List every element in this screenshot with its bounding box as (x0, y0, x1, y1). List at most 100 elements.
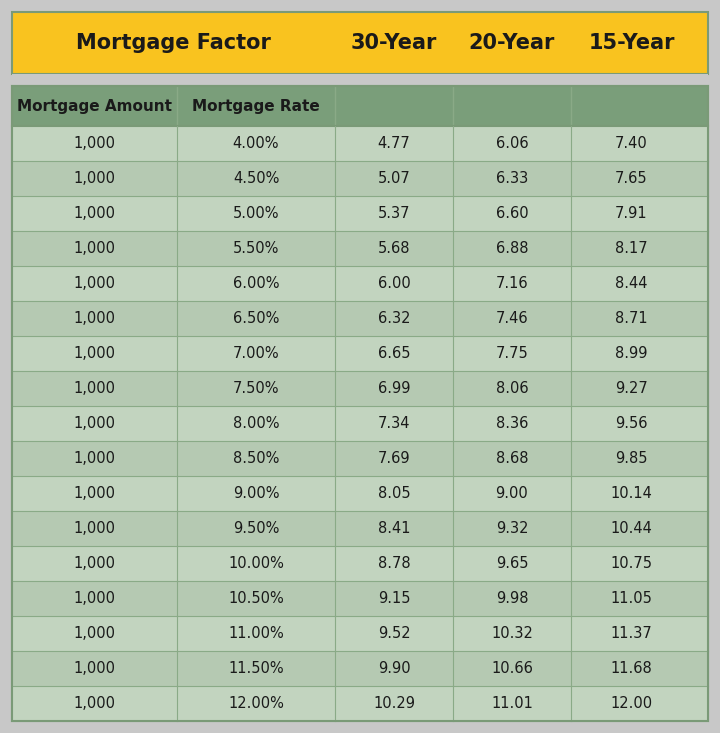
Text: 6.88: 6.88 (496, 241, 528, 256)
Text: 15-Year: 15-Year (588, 33, 675, 53)
Text: 10.29: 10.29 (373, 696, 415, 711)
Text: 11.50%: 11.50% (228, 661, 284, 676)
Bar (12, 476, 708, 511)
Bar (12, 406, 708, 441)
Bar (12, 126, 708, 161)
Text: 7.75: 7.75 (495, 346, 528, 361)
Text: 8.06: 8.06 (495, 381, 528, 396)
Text: 10.44: 10.44 (611, 521, 652, 536)
Text: 4.00%: 4.00% (233, 136, 279, 151)
Text: 9.00: 9.00 (495, 486, 528, 501)
Text: 1,000: 1,000 (73, 171, 115, 186)
Text: 8.78: 8.78 (378, 556, 410, 571)
Text: 9.90: 9.90 (378, 661, 410, 676)
Bar (12, 441, 708, 476)
Bar (12, 231, 708, 266)
Text: 6.00%: 6.00% (233, 276, 279, 291)
Text: 4.77: 4.77 (377, 136, 410, 151)
Text: 4.50%: 4.50% (233, 171, 279, 186)
Bar (12, 266, 708, 301)
Text: 10.32: 10.32 (491, 626, 533, 641)
Text: 1,000: 1,000 (73, 311, 115, 326)
Text: 20-Year: 20-Year (469, 33, 555, 53)
Bar (12, 86, 708, 126)
Text: 11.37: 11.37 (611, 626, 652, 641)
Text: 9.98: 9.98 (496, 591, 528, 606)
Text: 8.44: 8.44 (616, 276, 648, 291)
Text: 5.07: 5.07 (377, 171, 410, 186)
Text: 1,000: 1,000 (73, 416, 115, 431)
Text: 8.71: 8.71 (615, 311, 648, 326)
Bar (12, 371, 708, 406)
Text: 6.32: 6.32 (378, 311, 410, 326)
Text: 1,000: 1,000 (73, 346, 115, 361)
Text: 1,000: 1,000 (73, 136, 115, 151)
Text: 1,000: 1,000 (73, 381, 115, 396)
Text: 8.05: 8.05 (378, 486, 410, 501)
Text: 7.91: 7.91 (615, 206, 648, 221)
Bar (12, 581, 708, 616)
Text: 9.32: 9.32 (496, 521, 528, 536)
Text: 6.60: 6.60 (495, 206, 528, 221)
Text: 5.50%: 5.50% (233, 241, 279, 256)
Text: 5.68: 5.68 (378, 241, 410, 256)
Text: Mortgage Amount: Mortgage Amount (17, 98, 172, 114)
Text: 8.68: 8.68 (496, 451, 528, 466)
Text: 6.65: 6.65 (378, 346, 410, 361)
Text: 1,000: 1,000 (73, 591, 115, 606)
Text: 8.36: 8.36 (496, 416, 528, 431)
Text: 6.00: 6.00 (377, 276, 410, 291)
Text: 10.75: 10.75 (611, 556, 652, 571)
Text: 8.17: 8.17 (615, 241, 648, 256)
Text: 8.50%: 8.50% (233, 451, 279, 466)
Text: 6.33: 6.33 (496, 171, 528, 186)
Text: 1,000: 1,000 (73, 276, 115, 291)
Text: 11.05: 11.05 (611, 591, 652, 606)
Text: Mortgage Rate: Mortgage Rate (192, 98, 320, 114)
Text: 1,000: 1,000 (73, 451, 115, 466)
Bar (12, 616, 708, 651)
Text: 8.00%: 8.00% (233, 416, 279, 431)
Text: 1,000: 1,000 (73, 486, 115, 501)
Text: 10.50%: 10.50% (228, 591, 284, 606)
Text: 7.40: 7.40 (615, 136, 648, 151)
Text: 7.00%: 7.00% (233, 346, 279, 361)
Bar (12, 74, 708, 86)
Text: 1,000: 1,000 (73, 626, 115, 641)
Bar (12, 86, 708, 721)
Text: 7.16: 7.16 (495, 276, 528, 291)
Text: 6.99: 6.99 (378, 381, 410, 396)
Text: 30-Year: 30-Year (351, 33, 437, 53)
Text: 9.85: 9.85 (616, 451, 648, 466)
Text: 9.27: 9.27 (615, 381, 648, 396)
Bar (12, 12, 708, 74)
Bar (12, 161, 708, 196)
Text: 12.00: 12.00 (611, 696, 652, 711)
Text: 10.66: 10.66 (491, 661, 533, 676)
Text: 5.00%: 5.00% (233, 206, 279, 221)
Bar (12, 686, 708, 721)
Text: 7.69: 7.69 (378, 451, 410, 466)
Text: 1,000: 1,000 (73, 696, 115, 711)
Text: 7.34: 7.34 (378, 416, 410, 431)
Text: 6.50%: 6.50% (233, 311, 279, 326)
Text: 8.99: 8.99 (616, 346, 648, 361)
Text: 10.14: 10.14 (611, 486, 652, 501)
Text: 8.41: 8.41 (378, 521, 410, 536)
Text: 11.01: 11.01 (491, 696, 533, 711)
Text: 5.37: 5.37 (378, 206, 410, 221)
Text: 1,000: 1,000 (73, 556, 115, 571)
Text: Mortgage Factor: Mortgage Factor (76, 33, 271, 53)
Text: 7.50%: 7.50% (233, 381, 279, 396)
Text: 7.46: 7.46 (495, 311, 528, 326)
Text: 1,000: 1,000 (73, 241, 115, 256)
Text: 9.00%: 9.00% (233, 486, 279, 501)
Text: 11.68: 11.68 (611, 661, 652, 676)
Text: 6.06: 6.06 (495, 136, 528, 151)
Text: 9.65: 9.65 (496, 556, 528, 571)
Bar (12, 86, 708, 721)
Text: 10.00%: 10.00% (228, 556, 284, 571)
Text: 11.00%: 11.00% (228, 626, 284, 641)
Text: 7.65: 7.65 (615, 171, 648, 186)
Text: 1,000: 1,000 (73, 521, 115, 536)
